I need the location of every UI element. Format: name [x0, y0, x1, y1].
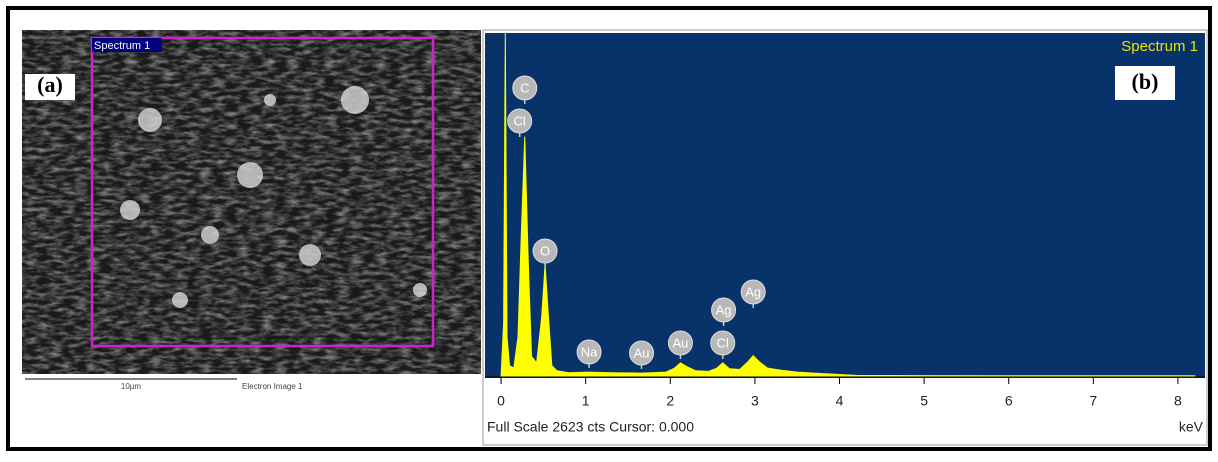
x-tick-label: 4	[836, 393, 844, 409]
x-tick-label: 1	[582, 393, 590, 409]
x-tick-label: 0	[497, 393, 505, 409]
image-name: Electron Image 1	[242, 382, 303, 391]
annotation-label: Na	[581, 344, 598, 359]
sem-image	[22, 30, 481, 374]
figure: Spectrum 1 (a) 10µm Electron Image 1 (b)…	[0, 0, 1218, 457]
x-tick-label: 6	[1005, 393, 1013, 409]
annotation-label: O	[540, 243, 550, 258]
x-tick-label: 3	[751, 393, 759, 409]
panel-label: (b)	[1132, 69, 1159, 94]
x-axis-label: keV	[1179, 419, 1204, 435]
x-tick-label: 5	[920, 393, 928, 409]
legend-entry: Spectrum 1	[1121, 38, 1198, 55]
annotation-label: Ag	[716, 302, 732, 317]
x-tick-label: 8	[1174, 393, 1182, 409]
plot-area	[485, 33, 1205, 378]
scale-text: 10µm	[121, 382, 142, 391]
region-label: Spectrum 1	[94, 40, 150, 52]
annotation-label: Cl	[717, 335, 729, 350]
panel-label: (a)	[37, 72, 63, 97]
x-tick-label: 7	[1089, 393, 1097, 409]
annotation-label: C	[520, 80, 529, 95]
footer: Full Scale 2623 cts Cursor: 0.000	[487, 419, 694, 435]
annotation-label: Cl	[514, 113, 526, 128]
annotation-label: Au	[634, 345, 650, 360]
x-tick-label: 2	[666, 393, 674, 409]
annotation-label: Ag	[745, 284, 761, 299]
annotation-label: Au	[672, 335, 688, 350]
